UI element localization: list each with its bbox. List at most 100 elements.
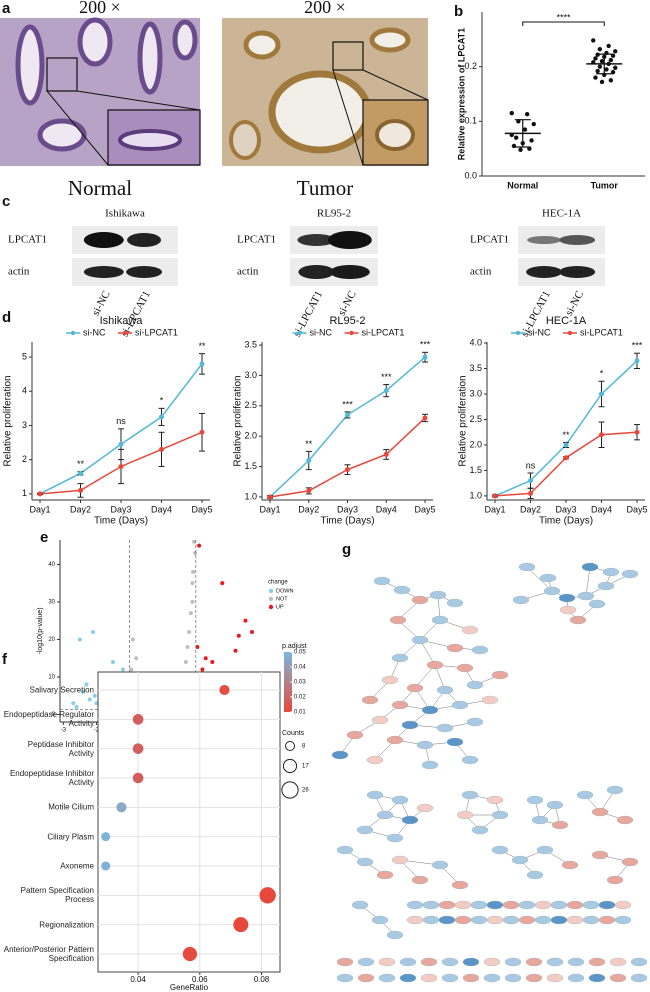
network-node	[454, 900, 472, 910]
y-axis-label: Relative proliferation	[3, 375, 14, 466]
y-tick-label: 30	[48, 599, 55, 605]
network-node	[391, 653, 409, 663]
network-edge	[419, 639, 436, 666]
legend-marker	[297, 330, 302, 336]
data-point	[94, 701, 99, 706]
x-axis-label: GeneRatio	[170, 983, 209, 992]
data-point	[595, 68, 600, 74]
network-node	[581, 562, 599, 572]
network-edge	[526, 566, 553, 592]
colorbar-label: 0.02	[294, 695, 306, 701]
network-node	[504, 957, 522, 967]
size-legend-label: 17	[302, 764, 309, 770]
data-point	[236, 633, 241, 638]
data-point	[492, 493, 498, 499]
network-node	[582, 915, 600, 925]
network-node	[588, 973, 606, 983]
blot-band	[527, 236, 562, 244]
data-point	[608, 78, 614, 83]
category-label: Axoneme	[60, 861, 94, 871]
significance-label: *	[160, 396, 164, 406]
network-node	[577, 591, 595, 601]
plot-panel	[97, 671, 281, 973]
network-node	[534, 915, 552, 925]
data-point	[199, 429, 205, 435]
data-point	[422, 354, 428, 360]
y-tick-label: 2.5	[469, 414, 482, 424]
network-node	[526, 870, 544, 880]
significance-label: ****	[556, 12, 571, 22]
network-node	[411, 875, 429, 885]
network-node	[411, 635, 429, 645]
network-node	[534, 900, 552, 910]
panel-label: b	[454, 3, 463, 20]
x-axis-label: Time (Days)	[320, 516, 374, 527]
network-node	[371, 915, 389, 925]
legend-label: NOT	[276, 596, 288, 602]
network-node	[389, 615, 407, 625]
network-node	[546, 973, 564, 983]
network-node	[471, 645, 489, 655]
network-node	[470, 900, 488, 910]
data-point	[345, 412, 350, 418]
network-node	[436, 685, 454, 695]
data-point	[92, 693, 97, 698]
legend-marker	[268, 604, 274, 610]
network-node	[466, 717, 484, 727]
data-point	[130, 637, 135, 642]
network-node	[421, 705, 439, 715]
blot-band	[526, 266, 563, 278]
network-node	[441, 973, 459, 983]
x-tick-label: Tumor	[591, 180, 619, 190]
cell-line-label: Ishikawa	[105, 208, 145, 220]
magnification: 200 ×	[304, 0, 346, 17]
legend-marker	[70, 330, 76, 336]
protein-label: actin	[8, 266, 30, 278]
network-node	[406, 900, 424, 910]
data-point	[84, 682, 89, 687]
network-node	[598, 915, 616, 925]
network-node	[391, 700, 409, 710]
network-node	[543, 586, 561, 596]
network-node	[569, 615, 587, 625]
network-node	[356, 857, 374, 867]
significance-label: ***	[342, 399, 353, 409]
legend-label: si-LPCAT1	[580, 327, 623, 337]
y-tick-label: 2.0	[469, 439, 482, 449]
data-point	[383, 388, 389, 394]
network-node	[504, 973, 522, 983]
network-node	[518, 900, 536, 910]
legend-label: si-LPCAT1	[135, 327, 178, 337]
x-tick-label: Day4	[591, 504, 612, 514]
data-point	[597, 64, 603, 69]
network-node	[366, 755, 384, 765]
network-node	[525, 957, 543, 967]
data-point	[522, 127, 528, 132]
network-node	[630, 957, 648, 967]
legend-title: change	[268, 580, 288, 586]
data-point	[200, 667, 205, 672]
network-node	[446, 598, 464, 608]
network-node	[567, 973, 585, 983]
y-tick-label: 3.0	[469, 388, 482, 398]
data-point	[118, 441, 124, 447]
network-node	[346, 730, 364, 740]
significance-label: ***	[632, 341, 643, 351]
colorbar-label: 0.01	[294, 710, 306, 716]
y-tick-label: 5	[22, 351, 27, 361]
data-point	[183, 659, 188, 664]
y-tick-label: 0	[52, 712, 56, 718]
category-label: Salivary Secretion	[29, 685, 94, 695]
network-node	[551, 820, 569, 830]
data-point	[593, 75, 598, 80]
y-axis-label: Relative proliferation	[233, 375, 244, 466]
data-dot	[132, 714, 144, 725]
network-node	[526, 795, 544, 805]
x-tick-label: Day5	[191, 504, 212, 514]
histology-normal	[0, 17, 201, 166]
y-tick-label: 0.1	[464, 116, 477, 126]
series-line	[494, 360, 638, 497]
network-node	[614, 900, 632, 910]
network-node	[356, 825, 374, 835]
data-dot	[101, 832, 111, 842]
